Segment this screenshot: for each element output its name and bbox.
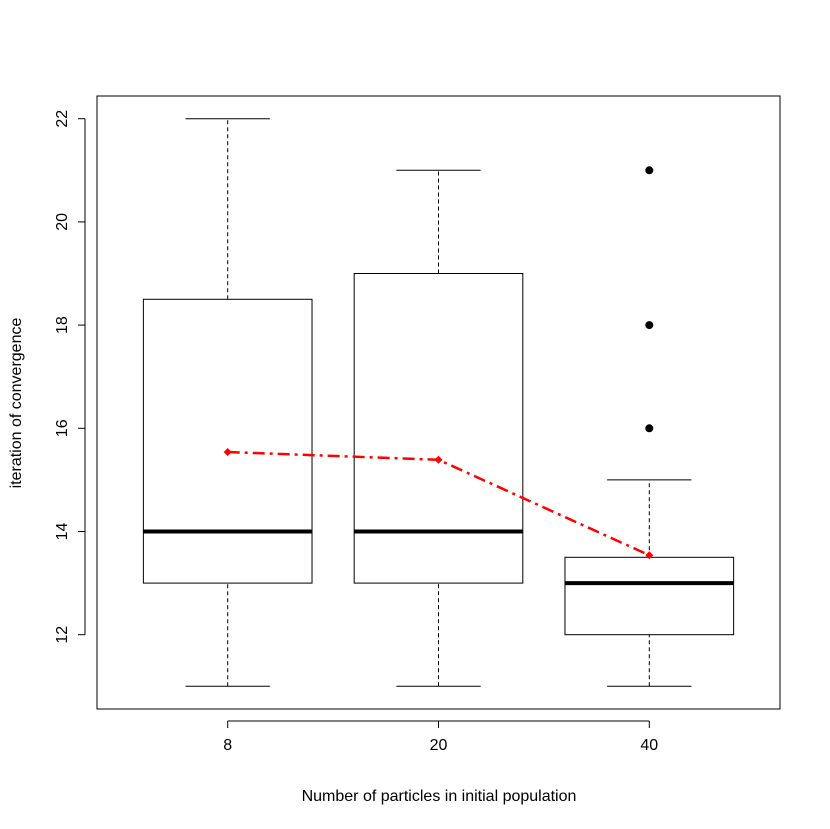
x-tick-label: 40 bbox=[640, 737, 658, 754]
y-tick-label: 22 bbox=[54, 110, 71, 128]
outlier bbox=[645, 321, 654, 330]
y-tick-label: 20 bbox=[54, 213, 71, 231]
x-tick-label: 20 bbox=[430, 737, 448, 754]
y-tick-label: 16 bbox=[54, 419, 71, 437]
plot-frame bbox=[96, 95, 781, 710]
mean-point bbox=[645, 551, 654, 560]
x-axis-label: Number of particles in initial populatio… bbox=[302, 788, 577, 805]
outlier bbox=[645, 166, 654, 175]
y-tick-label: 14 bbox=[54, 522, 71, 540]
x-tick-label: 8 bbox=[223, 737, 232, 754]
y-tick-label: 18 bbox=[54, 316, 71, 334]
y-tick-label: 12 bbox=[54, 626, 71, 644]
box bbox=[564, 556, 735, 636]
y-axis-label: iteration of convergence bbox=[8, 318, 25, 489]
box bbox=[353, 273, 524, 584]
mean-point bbox=[434, 455, 443, 464]
box bbox=[142, 298, 313, 584]
mean-point bbox=[223, 448, 232, 457]
outlier bbox=[645, 424, 654, 433]
